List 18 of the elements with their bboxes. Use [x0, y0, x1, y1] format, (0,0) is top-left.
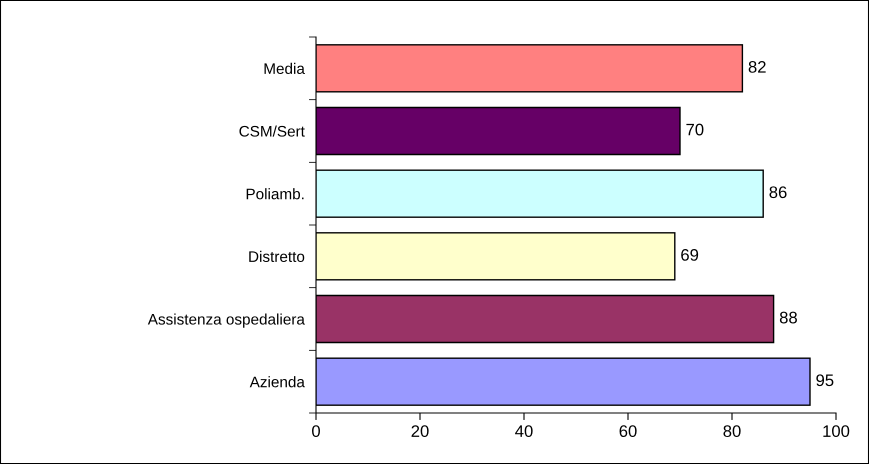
data-label: 86	[769, 186, 787, 198]
y-tick-label: Distretto	[249, 250, 304, 262]
data-label: 70	[686, 124, 704, 136]
x-tick-label: 20	[412, 425, 429, 438]
x-tick-label: 60	[620, 425, 637, 438]
data-label: 88	[780, 312, 797, 324]
data-label: 82	[748, 61, 766, 73]
x-tick-label: 100	[823, 425, 850, 438]
y-tick-label: CSM/Sert	[239, 125, 305, 137]
x-tick-label: 80	[723, 425, 741, 438]
y-tick-label: Assistenza ospedaliera	[148, 313, 305, 328]
y-tick-label: Azienda	[250, 376, 305, 388]
x-tick-label: 0	[312, 425, 320, 438]
y-tick-label: Media	[264, 62, 305, 74]
x-tick-label: 40	[515, 425, 533, 438]
data-label: 69	[681, 249, 698, 261]
data-label: 95	[816, 374, 834, 386]
y-tick-label: Poliamb.	[246, 188, 304, 200]
